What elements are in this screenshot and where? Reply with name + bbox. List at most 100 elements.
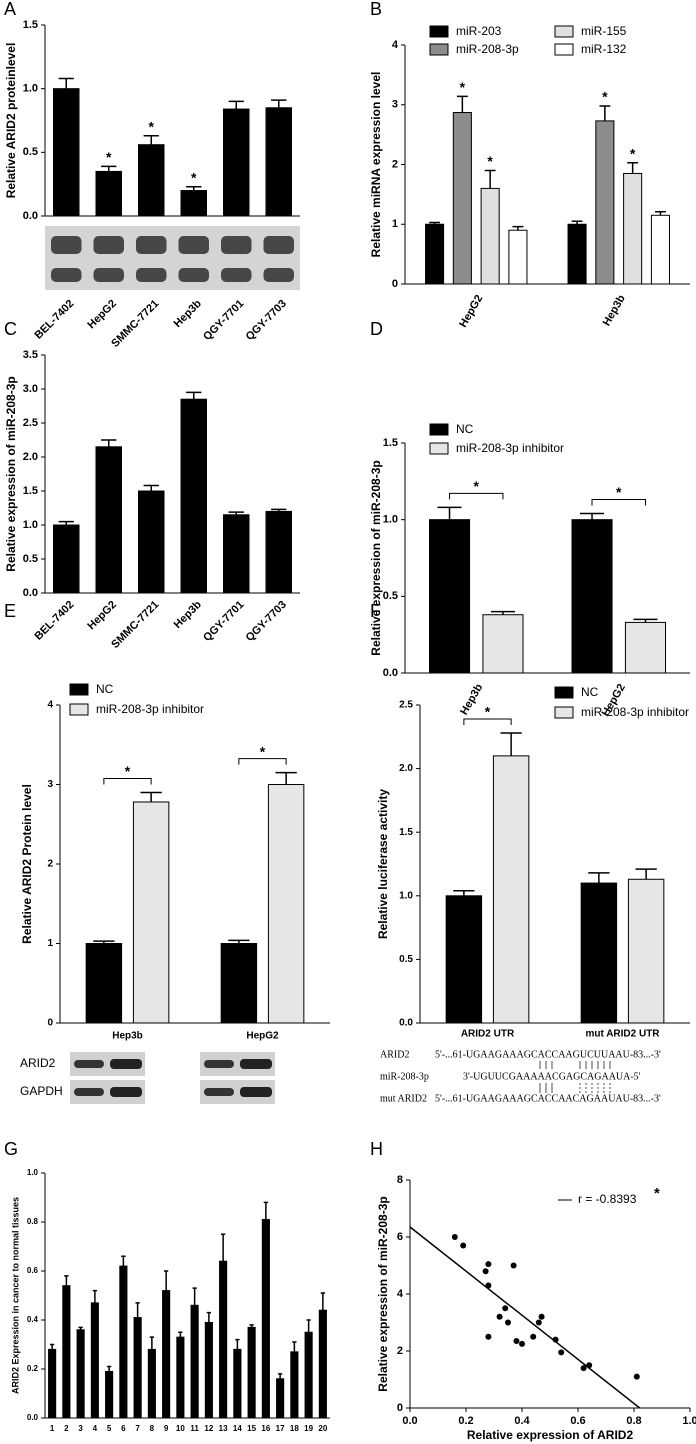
panel-letter: E [4, 601, 16, 621]
sequence: 5'-...61-UGAAGAAAGCACCAAGUCUUAAU-83...-3… [435, 1049, 661, 1060]
y-axis-label: Relative expression of miR-208-3p [4, 376, 18, 571]
bar [162, 1290, 171, 1419]
x-tick-label: HepG2 [85, 298, 119, 332]
error-bar [277, 1373, 283, 1379]
error-bar [306, 1319, 311, 1333]
bar [176, 1336, 185, 1419]
bar [508, 229, 528, 285]
y-tick-label: 0.5 [23, 146, 38, 158]
error-bar [101, 439, 117, 447]
bar [428, 519, 471, 674]
error-bar [64, 1275, 69, 1286]
x-tick-label: 15 [247, 1424, 256, 1433]
y-tick-label: 1.5 [23, 485, 38, 497]
error-bar [186, 185, 202, 191]
panel-letter: F [370, 601, 381, 621]
significance-label: * [474, 478, 480, 494]
y-axis-label: ARID2 Expression in cancer to normal tis… [10, 1197, 20, 1394]
blot [45, 226, 300, 290]
bar [627, 878, 665, 1024]
sequence-name: miR-208-3p [380, 1071, 429, 1082]
y-tick-label: 3.5 [23, 349, 38, 361]
error-bar [500, 732, 522, 756]
blot-band [51, 268, 82, 282]
fit-significance: * [654, 1185, 660, 1202]
x-tick-label: 12 [204, 1424, 213, 1433]
error-bar [140, 791, 162, 802]
bar [48, 1348, 57, 1419]
error-bar [588, 872, 610, 884]
error-bar [263, 1201, 269, 1220]
bar [276, 1378, 285, 1419]
error-bar [49, 1343, 55, 1350]
y-tick-label: 2.0 [399, 763, 413, 774]
bar [105, 1370, 114, 1419]
x-tick-label: Hep3b [112, 1031, 143, 1042]
x-tick-label: 17 [276, 1424, 285, 1433]
y-tick-label: 0.5 [23, 553, 38, 565]
blot-band [74, 1088, 104, 1096]
legend-swatch [429, 25, 449, 38]
blot-band [178, 236, 209, 254]
bar [138, 144, 165, 217]
bar [624, 621, 667, 674]
error-bar [192, 1287, 197, 1306]
error-bar [456, 95, 468, 113]
y-axis-label: Relative ARID2 proteinlevel [4, 43, 18, 199]
legend-swatch [429, 43, 449, 56]
x-tick-label: 3 [78, 1424, 83, 1433]
bar [53, 88, 80, 217]
significance-label: * [487, 153, 493, 169]
error-bar [292, 1341, 297, 1352]
x-tick-label: HepG2 [246, 1031, 279, 1042]
legend-swatch [554, 25, 574, 38]
blot-band [204, 1060, 234, 1068]
x-tick-label: QGY-7703 [244, 599, 289, 644]
significance-label: * [106, 149, 112, 165]
bar [85, 943, 123, 1024]
significance-label: * [149, 118, 155, 134]
point [510, 1262, 517, 1269]
error-bar [235, 1338, 240, 1350]
y-tick-label: 1.5 [23, 19, 38, 31]
significance-label: * [460, 79, 466, 95]
bar [233, 1348, 242, 1419]
error-bar [228, 511, 244, 515]
bar [147, 1348, 156, 1419]
x-tick-label: 14 [233, 1424, 242, 1433]
y-tick-label: 0.5 [399, 954, 413, 965]
y-tick-label: 0.0 [27, 1413, 39, 1422]
y-tick-label: 2.5 [399, 700, 413, 711]
x-tick-label: 18 [290, 1424, 299, 1433]
y-tick-label: 1.0 [23, 519, 38, 531]
x-tick-label: 0.2 [458, 1415, 473, 1427]
bar [76, 1329, 85, 1419]
point [502, 1305, 509, 1312]
bar [267, 784, 305, 1024]
bar [480, 187, 500, 285]
y-axis-label: Relative expression of miR-208-3p [376, 1196, 390, 1391]
blot-band [136, 236, 167, 254]
blot-band [263, 236, 294, 254]
error-bar [627, 161, 639, 174]
error-bar [106, 1365, 112, 1372]
x-tick-label: ARID2 UTR [461, 1029, 515, 1040]
point [505, 1319, 511, 1326]
y-tick-label: 4 [47, 700, 53, 711]
blot-label: ARID2 [20, 1056, 56, 1070]
bar [62, 1285, 71, 1419]
x-tick-label: HepG2 [457, 293, 485, 330]
y-tick-label: 1 [47, 938, 53, 949]
point [485, 1261, 492, 1268]
bar [318, 1309, 327, 1419]
bar [290, 1351, 299, 1419]
error-bar [58, 77, 74, 89]
legend-label: miR-208-3p inhibitor [96, 702, 204, 716]
y-tick-label: 0.5 [383, 590, 398, 602]
blot-band [110, 1087, 142, 1097]
blot-band [240, 1059, 272, 1069]
error-bar [599, 105, 611, 121]
x-tick-label: Hep3b [458, 682, 485, 717]
x-tick-label: 0.0 [402, 1415, 417, 1427]
